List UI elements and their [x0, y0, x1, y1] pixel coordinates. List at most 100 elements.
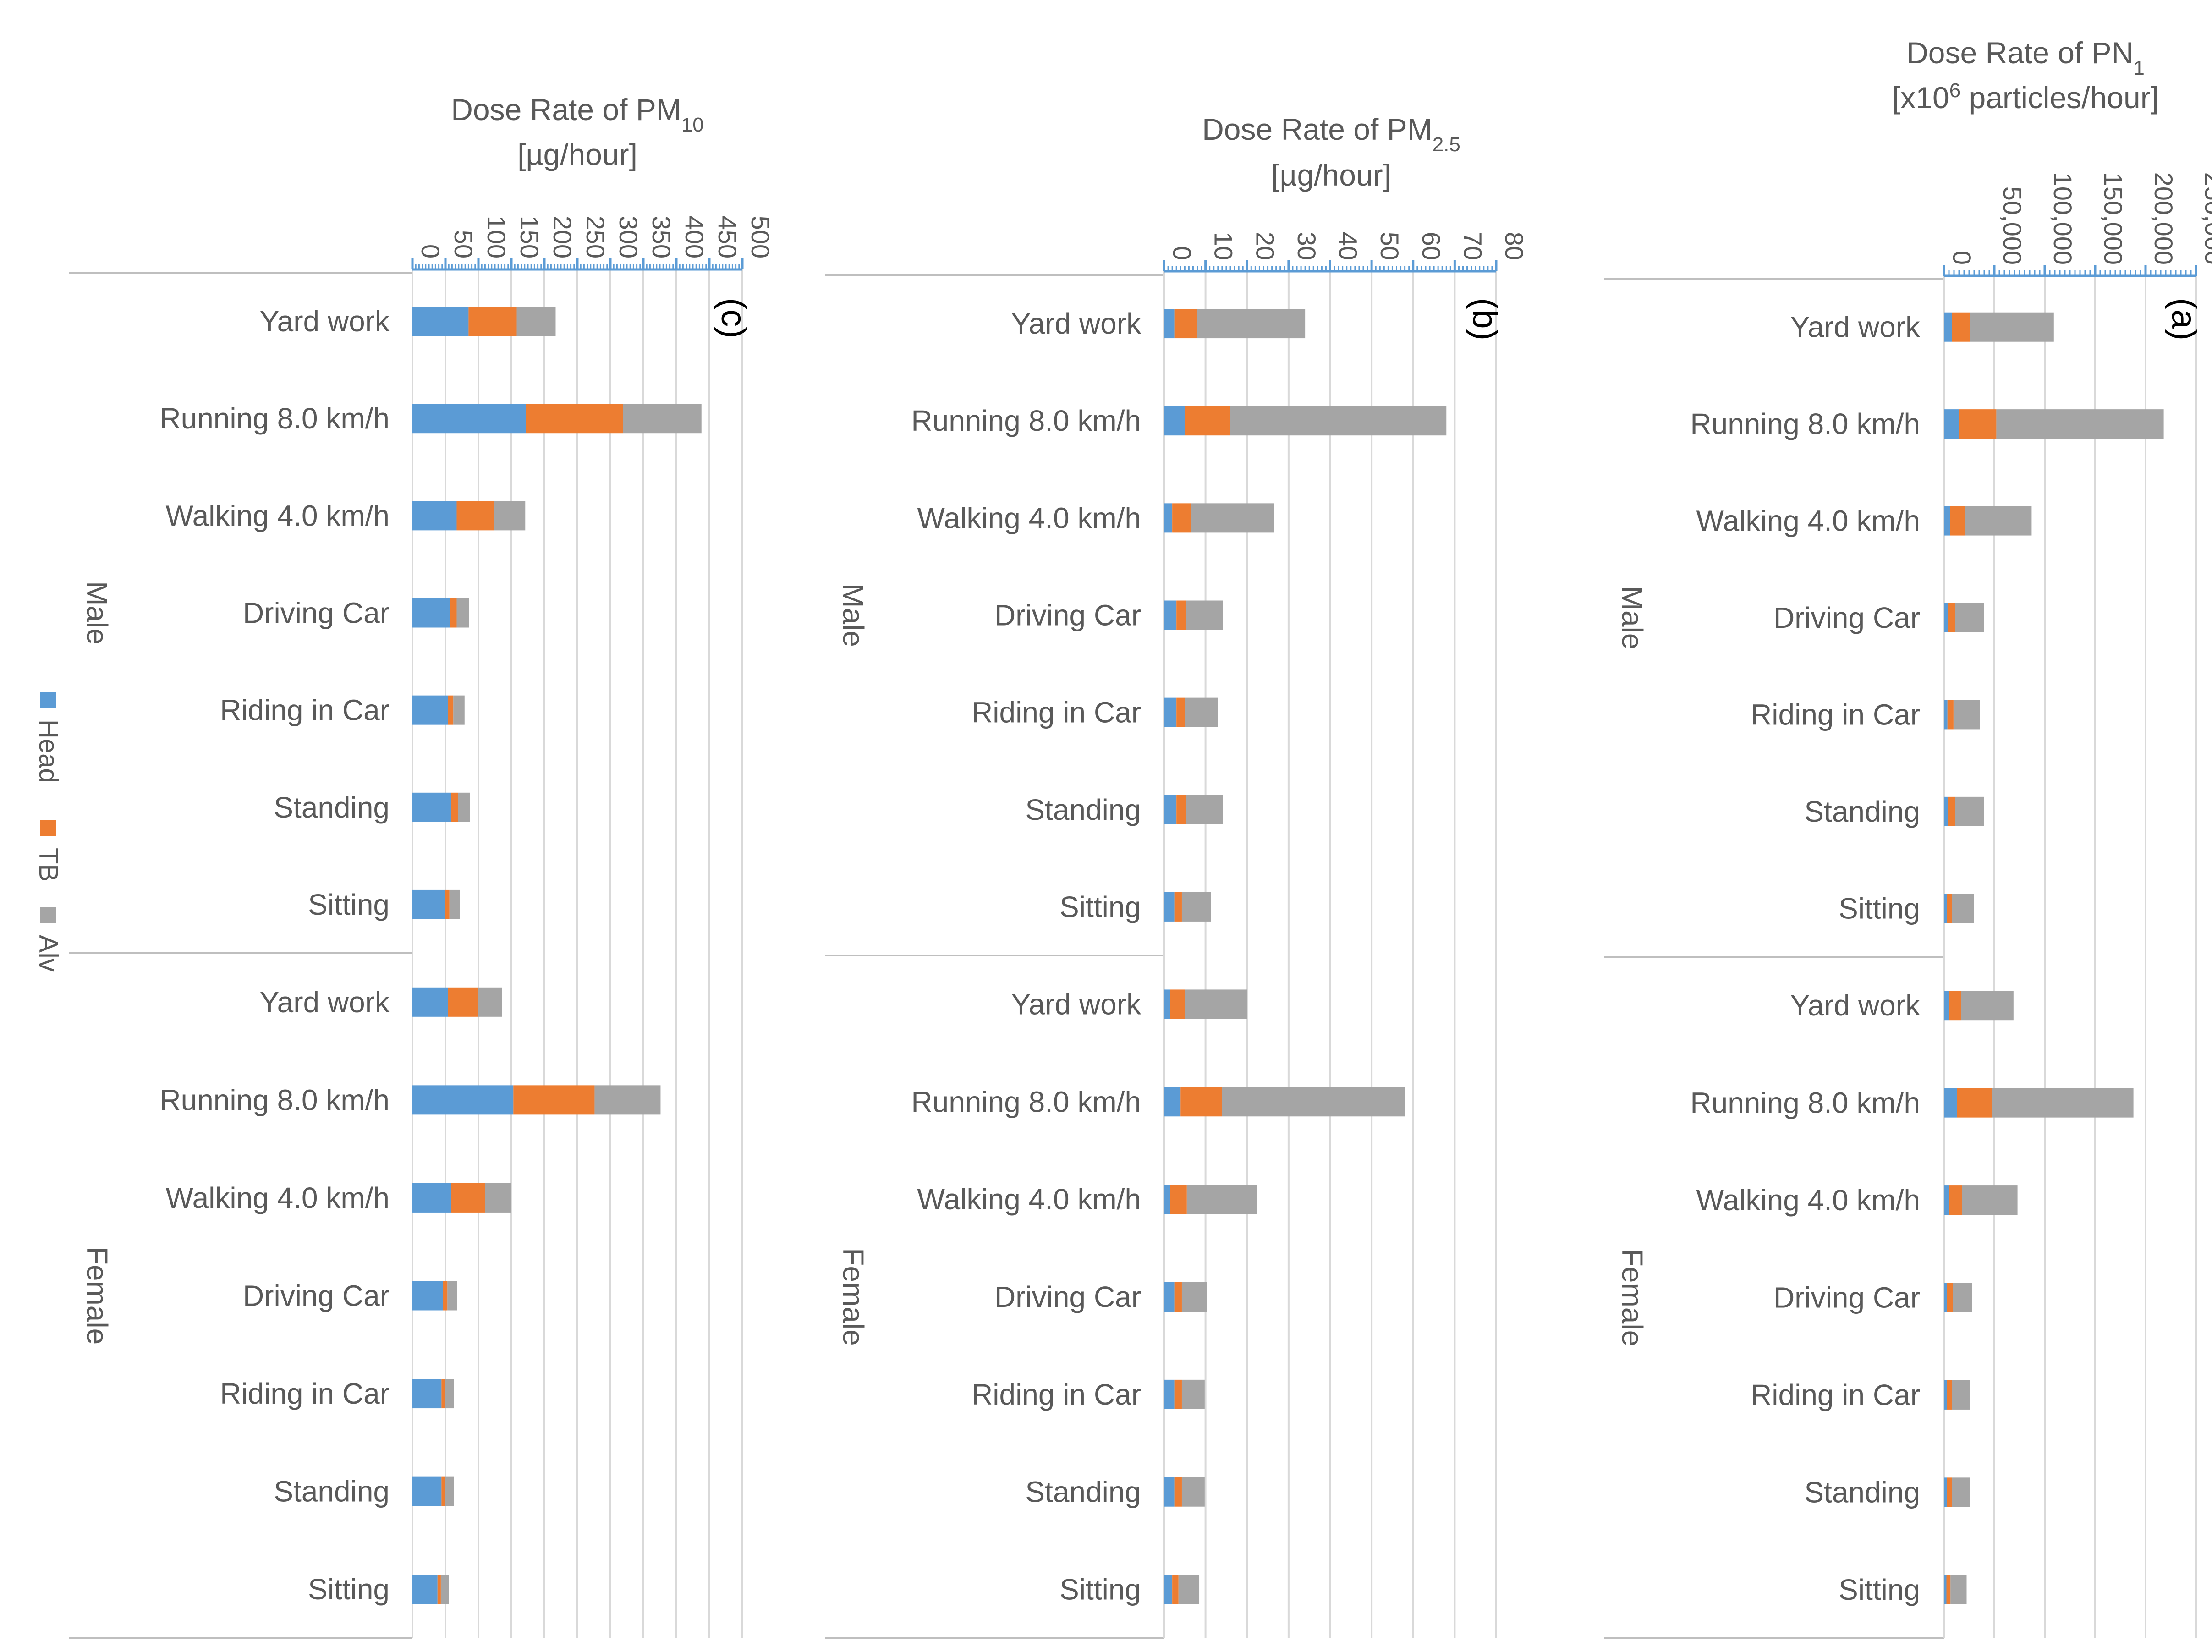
- panel-a-bar-male-alv: [1996, 409, 2164, 439]
- panel-b-tick-label: 0: [1168, 246, 1197, 260]
- panel-b-bar-male-alv: [1186, 795, 1223, 824]
- panel-c-tick-label: 300: [614, 216, 643, 258]
- panel-b-category-label: Running 8.0 km/h: [911, 404, 1141, 437]
- legend-swatch-alv: [40, 907, 56, 923]
- legend-swatch-head: [40, 692, 56, 708]
- legend-label-alv: Alv: [33, 935, 63, 972]
- panel-c-bar-female-alv: [445, 1379, 454, 1409]
- panel-b-bar-female-head: [1164, 1379, 1175, 1409]
- panel-b-group-label-female: Female: [837, 1248, 870, 1345]
- panel-c-bar-female-tb: [441, 1379, 445, 1409]
- panel-c-bar-male-alv: [453, 695, 465, 725]
- panel-a-pn1-chart: 0 50,000 100,000 150,000 200,000 250,000 Dose …: [1604, 36, 2212, 1639]
- panel-a-bar-female-alv: [1992, 1088, 2134, 1118]
- panel-c-tick-label: 50: [449, 230, 478, 258]
- panel-a-bar-female-head: [1944, 1283, 1947, 1312]
- panel-c-bar-male-tb: [450, 598, 457, 628]
- panel-c-bar-female-tb: [513, 1085, 595, 1115]
- panel-b-bar-male-tb: [1176, 600, 1186, 630]
- panel-b-tick-label: 20: [1251, 232, 1279, 260]
- panel-a-tick-label: 200,000: [2149, 172, 2178, 265]
- panel-c-bar-female-head: [412, 1575, 438, 1604]
- panel-c-bar-female-head: [412, 1379, 442, 1409]
- panel-b-bar-male-tb: [1176, 697, 1185, 727]
- panel-c-bar-male-head: [412, 695, 448, 725]
- panel-a-unit-label: [x106 particles/hour]: [1892, 79, 2159, 115]
- panel-a-category-label: Running 8.0 km/h: [1690, 407, 1920, 440]
- panel-b-tick-label: 60: [1417, 232, 1446, 260]
- panel-a-bar-male-head: [1944, 700, 1948, 730]
- panel-b-group-label-male: Male: [837, 583, 870, 647]
- panel-a-bar-male-tb: [1959, 409, 1997, 439]
- panel-b-bar-female-head: [1164, 1282, 1175, 1312]
- panel-a-bar-female-alv: [1952, 1477, 1970, 1507]
- panel-c-bar-female-tb: [441, 1476, 445, 1506]
- panel-c-tick-label: 450: [713, 216, 742, 258]
- panel-b-bar-male-alv: [1230, 406, 1447, 436]
- panel-a-bar-male-alv: [1952, 894, 1974, 923]
- panel-a-bar-male-alv: [1965, 506, 2032, 536]
- panel-c-tick-label: 100: [482, 216, 511, 258]
- panel-c-bar-female-alv: [447, 1281, 457, 1311]
- panel-b-category-label: Driving Car: [994, 1280, 1141, 1313]
- panel-a-bar-male-head: [1944, 506, 1950, 536]
- panel-a-bar-female-head: [1944, 991, 1949, 1021]
- panel-c-bar-female-head: [412, 987, 448, 1017]
- panel-a-bar-male-tb: [1947, 700, 1954, 730]
- panel-c-panel-label: (c): [714, 298, 753, 339]
- panel-b-bar-female-alv: [1181, 1282, 1207, 1312]
- panel-a-bar-female-alv: [1952, 1380, 1970, 1410]
- panel-c-bar-female-tb: [448, 987, 478, 1017]
- panel-a-category-label: Driving Car: [1773, 601, 1920, 634]
- panel-a-bar-female-head: [1944, 1477, 1947, 1507]
- panel-a-bar-female-alv: [1962, 1185, 2018, 1215]
- panel-a-category-label: Riding in Car: [1751, 698, 1920, 731]
- panel-a-group-label-female: Female: [1616, 1249, 1649, 1346]
- panel-c-pm10-chart: 0 50 100 150 200 250 300 350 400 450 500 Dose Rate …: [69, 93, 775, 1639]
- panel-a-bar-female-tb: [1949, 991, 1961, 1021]
- panel-c-category-label: Walking 4.0 km/h: [166, 1181, 390, 1214]
- panel-b-unit-label: [µg/hour]: [1271, 158, 1391, 192]
- panel-b-bar-female-tb: [1174, 1379, 1182, 1409]
- panel-b-bar-female-tb: [1170, 989, 1185, 1019]
- panel-a-bar-female-head: [1944, 1575, 1947, 1604]
- panel-b-bar-male-tb: [1176, 795, 1186, 824]
- panel-b-bar-female-tb: [1180, 1087, 1222, 1117]
- panel-c-tick-label: 500: [746, 216, 775, 258]
- panel-c-tick-label: 200: [548, 216, 577, 258]
- panel-c-bar-male-head: [412, 792, 451, 822]
- panel-a-bar-female-tb: [1947, 1477, 1952, 1507]
- panel-c-unit-label: [µg/hour]: [517, 137, 637, 171]
- panel-b-bar-female-head: [1164, 1477, 1175, 1507]
- panel-b-bar-female-alv: [1185, 989, 1247, 1019]
- panel-a-category-label: Standing: [1804, 1476, 1920, 1509]
- panel-c-bar-female-head: [412, 1281, 443, 1311]
- panel-b-bar-male-alv: [1191, 503, 1274, 533]
- panel-b-bar-male-head: [1164, 503, 1173, 533]
- panel-b-bar-male-tb: [1174, 309, 1197, 339]
- panel-c-bar-female-alv: [440, 1575, 449, 1604]
- panel-b-bar-female-tb: [1170, 1185, 1187, 1214]
- panel-a-panel-label: (a): [2164, 298, 2203, 340]
- panel-c-bar-male-head: [412, 889, 445, 919]
- panel-a-bar-female-head: [1944, 1185, 1949, 1215]
- panel-b-bar-male-head: [1164, 406, 1185, 436]
- panel-a-category-label: Walking 4.0 km/h: [1696, 1184, 1920, 1217]
- panel-a-bar-male-head: [1944, 894, 1947, 923]
- panel-b-category-label: Standing: [1025, 793, 1141, 826]
- panel-a-bar-male-head: [1944, 409, 1959, 439]
- panel-b-bar-male-tb: [1172, 503, 1191, 533]
- panel-b-category-label: Riding in Car: [972, 1378, 1141, 1411]
- panel-c-bar-male-tb: [451, 792, 458, 822]
- panel-c-category-label: Riding in Car: [220, 694, 390, 727]
- panel-c-category-label: Running 8.0 km/h: [159, 402, 390, 435]
- panel-b-bar-female-alv: [1178, 1575, 1200, 1604]
- panel-a-category-label: Riding in Car: [1751, 1378, 1920, 1411]
- panel-c-title: Dose Rate of PM10: [451, 93, 704, 136]
- panel-b-bar-male-head: [1164, 600, 1177, 630]
- panel-a-bar-female-alv: [1950, 1575, 1967, 1604]
- panel-a-bar-male-tb: [1947, 894, 1952, 923]
- panel-a-bar-female-tb: [1957, 1088, 1992, 1118]
- panel-a-category-label: Yard work: [1790, 311, 1921, 344]
- panel-b-category-label: Sitting: [1059, 890, 1141, 923]
